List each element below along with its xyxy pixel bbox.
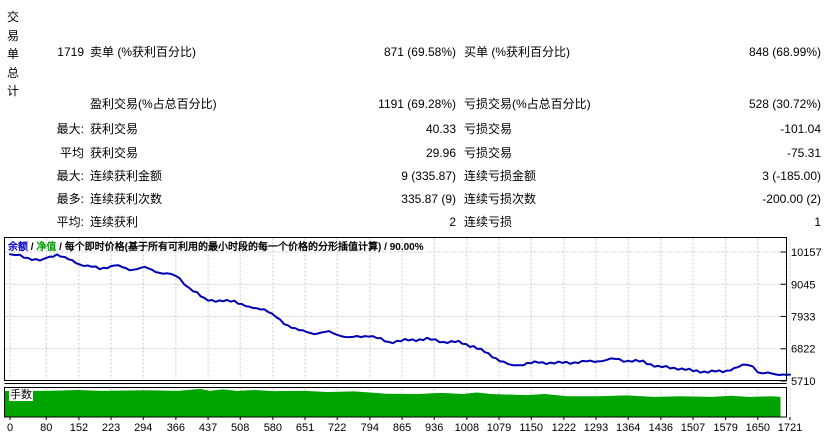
x-axis-label: 1150 (519, 422, 543, 434)
metric-label-right: 连续亏损次数 (464, 192, 537, 206)
x-axis-label: 437 (199, 422, 217, 434)
x-axis-label: 651 (296, 422, 314, 434)
y-axis-label: 7933 (791, 312, 815, 324)
total-trades-row-header: 交易单总计 (7, 10, 20, 99)
y-axis-label: 5710 (791, 376, 815, 388)
lots-panel-frame (4, 387, 787, 418)
metric-label-left: 连续获利次数 (90, 192, 163, 206)
row-prefix: 最大: (56, 169, 84, 183)
metric-value-left: 29.96 (425, 146, 456, 160)
stats-row: 最大: 获利交易 40.33 亏损交易 -101.04 (0, 122, 836, 137)
y-axis-label: 9045 (791, 279, 815, 291)
metric-value-right: 848 (68.99%) (748, 45, 821, 59)
modeling-quality: 90.00% (389, 242, 424, 253)
metric-value-left: 40.33 (425, 122, 456, 136)
x-axis-label: 366 (167, 422, 185, 434)
x-axis-label: 580 (264, 422, 282, 434)
chart-header: 余额 / 净值 / 每个即时价格(基于所有可利用的最小时段的每一个价格的分形插值… (8, 238, 424, 253)
stats-row: 平均 获利交易 29.96 亏损交易 -75.31 (0, 146, 836, 161)
row-prefix: 1719 (57, 45, 84, 59)
metric-value-left: 335.87 (9) (401, 192, 456, 206)
x-axis-label: 294 (134, 422, 152, 434)
metric-value-right: -101.04 (780, 122, 821, 136)
metric-label-left: 获利交易 (90, 146, 139, 160)
x-axis-label: 794 (361, 422, 379, 434)
x-axis-label: 1721 (778, 422, 802, 434)
metric-value-right: 1 (814, 215, 821, 229)
row-prefix: 最大: (56, 122, 84, 136)
x-axis-label: 152 (70, 422, 88, 434)
x-axis-label: 865 (393, 422, 411, 434)
y-axis-label: 6822 (791, 344, 815, 356)
x-axis-label: 1650 (746, 422, 770, 434)
metric-label-right: 买单 (%获利百分比) (464, 45, 570, 59)
stats-row: 1719 卖单 (%获利百分比) 871 (69.58%) 买单 (%获利百分比) 84… (0, 45, 836, 60)
x-axis-label: 722 (328, 422, 346, 434)
row-prefix: 平均: (56, 215, 84, 229)
x-axis-label: 508 (231, 422, 249, 434)
x-axis-label: 1222 (552, 422, 576, 434)
metric-label-right: 亏损交易(%占总百分比) (464, 97, 591, 111)
x-axis-label: 80 (40, 422, 52, 434)
x-axis-label: 1507 (681, 422, 705, 434)
x-axis-label: 1008 (455, 422, 479, 434)
metric-value-left: 9 (335.87) (401, 169, 456, 183)
metric-label-left: 盈利交易(%占总百分比) (90, 97, 217, 111)
model-description: 每个即时价格(基于所有可利用的最小时段的每一个价格的分形插值计算) (64, 242, 382, 253)
y-axis-label: 10157 (791, 247, 822, 259)
metric-label-right: 亏损交易 (464, 122, 513, 136)
metric-label-left: 连续获利 (90, 215, 139, 229)
equity-legend-label: 净值 (36, 242, 57, 253)
separator: / (56, 242, 65, 253)
metric-value-left: 871 (69.58%) (383, 45, 456, 59)
x-axis-label: 936 (425, 422, 443, 434)
x-axis-label: 1364 (616, 422, 640, 434)
x-axis-label: 1579 (713, 422, 737, 434)
balance-panel-bg (4, 237, 787, 381)
metric-value-left: 1191 (69.28%) (378, 97, 456, 111)
metric-value-left: 2 (449, 215, 456, 229)
metric-label-left: 卖单 (%获利百分比) (90, 45, 196, 59)
metric-label-right: 连续亏损 (464, 215, 513, 229)
separator: / (28, 242, 37, 253)
metric-value-right: -200.00 (2) (762, 192, 821, 206)
x-axis-label: 223 (102, 422, 120, 434)
stats-row: 平均: 连续获利 2 连续亏损 1 (0, 215, 836, 230)
separator: / (381, 242, 390, 253)
x-axis-label: 0 (7, 422, 13, 434)
metric-label-right: 连续亏损金额 (464, 169, 537, 183)
metric-label-right: 亏损交易 (464, 146, 513, 160)
metric-value-right: -75.31 (786, 146, 821, 160)
stats-row: 盈利交易(%占总百分比) 1191 (69.28%) 亏损交易(%占总百分比) 528… (0, 97, 836, 112)
x-axis-label: 1079 (487, 422, 511, 434)
balance-curve (9, 253, 791, 376)
lots-histogram (4, 388, 781, 417)
stats-row: 最大: 连续获利金额 9 (335.87) 连续亏损金额 3 (-185.00) (0, 169, 836, 184)
x-axis-label: 1293 (584, 422, 608, 434)
x-axis-label: 1436 (649, 422, 673, 434)
balance-panel-frame (4, 237, 787, 381)
row-prefix: 最多: (56, 192, 84, 206)
metric-label-left: 获利交易 (90, 122, 139, 136)
lots-panel-label: 手数 (9, 389, 33, 401)
metric-label-left: 连续获利金额 (90, 169, 163, 183)
balance-legend-label: 余额 (8, 242, 28, 253)
row-prefix: 平均 (59, 146, 84, 160)
metric-value-right: 528 (30.72%) (748, 97, 821, 111)
metric-value-right: 3 (-185.00) (762, 169, 821, 183)
stats-row: 最多: 连续获利次数 335.87 (9) 连续亏损次数 -200.00 (2) (0, 192, 836, 207)
